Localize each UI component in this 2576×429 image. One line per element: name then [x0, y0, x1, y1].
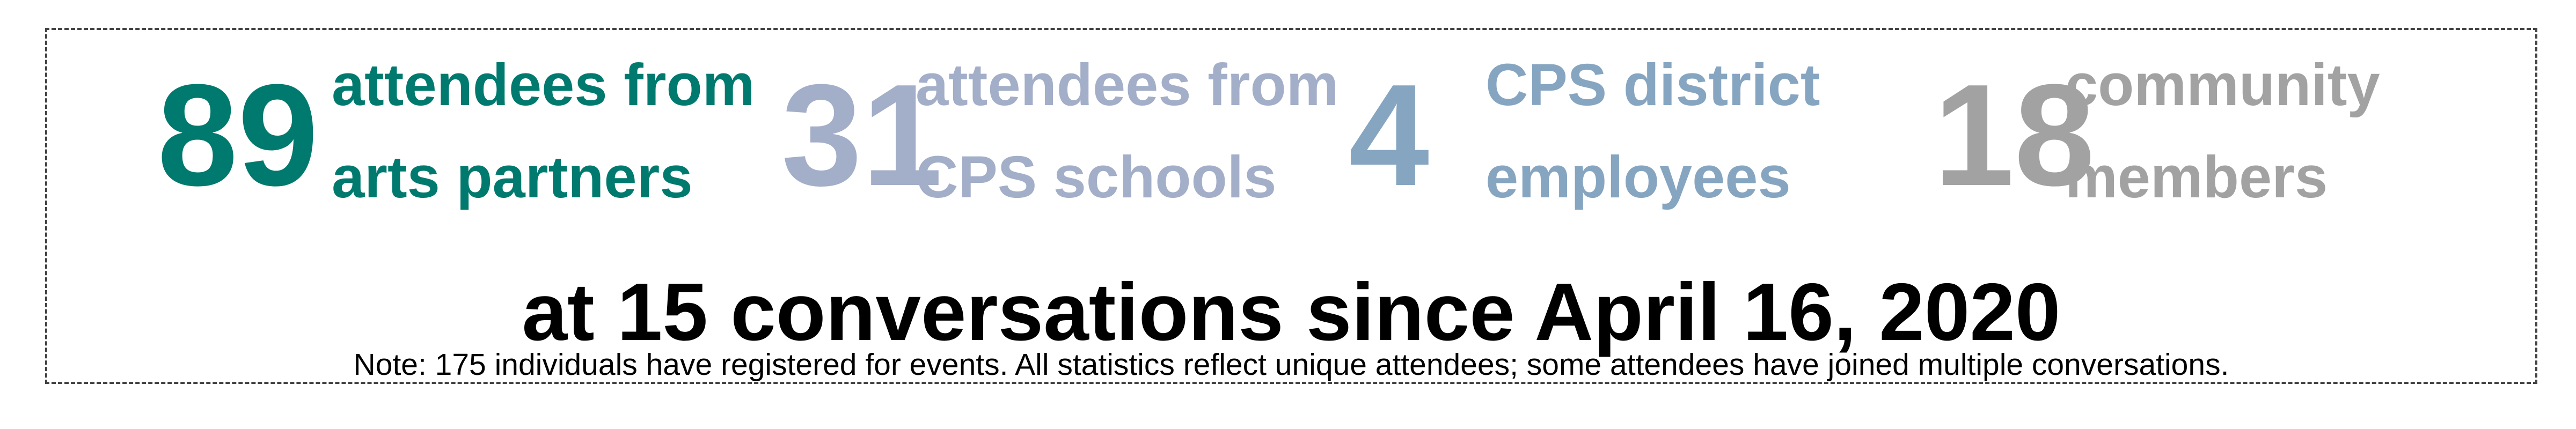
stat-number: 4 [1349, 55, 1430, 216]
stat-label-line1: community [2065, 52, 2380, 118]
stat-number: 31 [781, 55, 943, 216]
stat-label-line2: employees [1485, 144, 1791, 210]
stat-label-line2: members [2065, 144, 2328, 210]
stat-label-line1: attendees from [916, 52, 1339, 118]
stats-panel: 89 attendees from arts partners 31 atten… [45, 28, 2537, 384]
stat-label-line2: arts partners [332, 144, 693, 210]
headline: at 15 conversations since April 16, 2020 [522, 267, 2061, 358]
stat-label-line1: attendees from [332, 52, 755, 118]
stat-number: 89 [157, 55, 319, 216]
stat-number: 18 [1934, 55, 2095, 216]
footnote: Note: 175 individuals have registered fo… [353, 347, 2229, 382]
stat-label-line1: CPS district [1485, 52, 1820, 118]
stat-label-line2: CPS schools [916, 144, 1277, 210]
